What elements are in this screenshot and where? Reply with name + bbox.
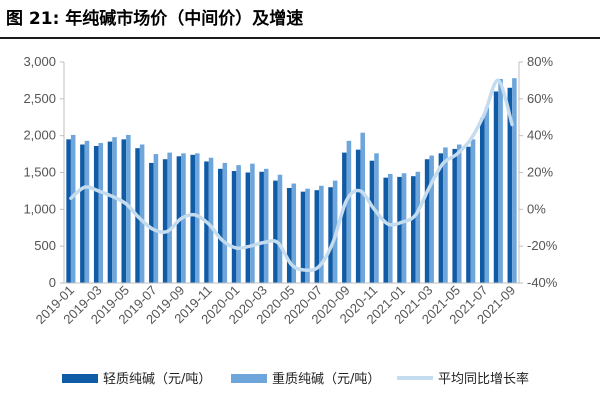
bar-light-soda <box>452 148 457 283</box>
bar-light-soda <box>383 177 389 283</box>
bar-heavy-soda <box>126 134 131 283</box>
bar-light-soda <box>314 190 320 283</box>
legend-swatch-light-soda <box>62 374 98 383</box>
bar-heavy-soda <box>222 162 228 283</box>
bar-light-soda <box>438 153 444 283</box>
bar-light-soda <box>397 176 402 283</box>
bar-heavy-soda <box>512 78 517 283</box>
bar-heavy-soda <box>194 153 200 283</box>
legend-label-growth-rate: 平均同比增长率 <box>438 371 529 387</box>
bar-heavy-soda <box>167 152 172 283</box>
bar-heavy-soda <box>374 153 379 283</box>
bar-heavy-soda <box>84 140 90 283</box>
legend-swatch-heavy-soda <box>231 374 267 383</box>
bar-light-soda <box>507 87 513 284</box>
bar-light-soda <box>149 162 154 283</box>
y-left-tick-label: 1,000 <box>23 201 56 216</box>
bar-light-soda <box>93 145 99 283</box>
y-left-tick-label: 1,500 <box>23 165 56 180</box>
bar-light-soda <box>80 144 85 283</box>
bar-heavy-soda <box>98 143 104 283</box>
growth-rate-line <box>69 78 514 273</box>
y-left-tick-label: 500 <box>34 238 56 253</box>
bar-heavy-soda <box>250 163 255 283</box>
y-right-tick-label: 60% <box>527 91 553 106</box>
bar-heavy-soda <box>305 188 310 283</box>
y-right-tick-label: -20% <box>527 238 558 253</box>
chart-title: 图 21: 年纯碱市场价（中间价）及增速 <box>6 9 304 29</box>
bar-light-soda <box>342 152 347 283</box>
chart-svg: 0 500 1,000 1,500 2,000 2,500 3,000 -40% -20% 0% 2… <box>23 54 558 387</box>
legend-label-light-soda: 轻质纯碱（元/吨） <box>103 372 211 387</box>
bar-light-soda <box>245 172 251 283</box>
bar-heavy-soda <box>208 157 214 283</box>
bar-heavy-soda <box>346 140 352 283</box>
bar-heavy-soda <box>263 168 269 283</box>
y-left-tick-label: 2,000 <box>23 128 56 143</box>
bar-heavy-soda <box>415 171 421 283</box>
bar-heavy-soda <box>139 144 145 283</box>
bar-light-soda <box>273 180 278 283</box>
bar-light-soda <box>190 154 195 283</box>
bar-light-soda <box>493 91 499 283</box>
bar-heavy-soda <box>498 78 503 283</box>
bar-light-soda <box>300 191 306 283</box>
bar-light-soda <box>259 171 264 283</box>
y-right-tick-label: -40% <box>527 275 558 290</box>
bar-light-soda <box>107 141 113 283</box>
bar-heavy-soda <box>484 107 490 283</box>
bar-heavy-soda <box>236 165 241 283</box>
bar-heavy-soda <box>360 132 365 283</box>
bar-light-soda <box>162 159 168 283</box>
y-left-tick-label: 2,500 <box>23 91 56 106</box>
y-left-tick-label: 0 <box>49 275 56 290</box>
bar-heavy-soda <box>401 173 407 283</box>
title-divider <box>0 37 600 39</box>
bar-heavy-soda <box>388 173 393 283</box>
bar-light-soda <box>424 159 430 283</box>
y-right-tick-label: 40% <box>527 128 553 143</box>
bar-heavy-soda <box>291 183 297 283</box>
bar-heavy-soda <box>319 185 324 283</box>
bar-light-soda <box>369 160 375 283</box>
bar-light-soda <box>411 176 416 283</box>
bar-heavy-soda <box>70 134 76 283</box>
bar-heavy-soda <box>443 147 448 283</box>
y-right-tick-label: 20% <box>527 165 553 180</box>
bar-light-soda <box>231 171 237 283</box>
bar-light-soda <box>466 146 471 283</box>
bar-light-soda <box>479 117 485 283</box>
bar-heavy-soda <box>112 137 117 283</box>
y-left-tick-label: 3,000 <box>23 54 56 69</box>
y-right-tick-label: 80% <box>527 54 553 69</box>
bar-heavy-soda <box>456 144 462 283</box>
bar-light-soda <box>121 139 127 283</box>
bar-heavy-soda <box>153 154 159 283</box>
bar-light-soda <box>66 139 71 283</box>
legend-label-heavy-soda: 重质纯碱（元/吨） <box>272 371 380 387</box>
bar-light-soda <box>355 149 361 283</box>
bar-heavy-soda <box>429 155 434 283</box>
bar-heavy-soda <box>277 174 283 283</box>
y-right-tick-label: 0% <box>527 201 546 216</box>
bar-heavy-soda <box>470 139 476 283</box>
bar-light-soda <box>218 168 223 283</box>
bar-light-soda <box>328 187 333 283</box>
bar-light-soda <box>286 187 292 283</box>
